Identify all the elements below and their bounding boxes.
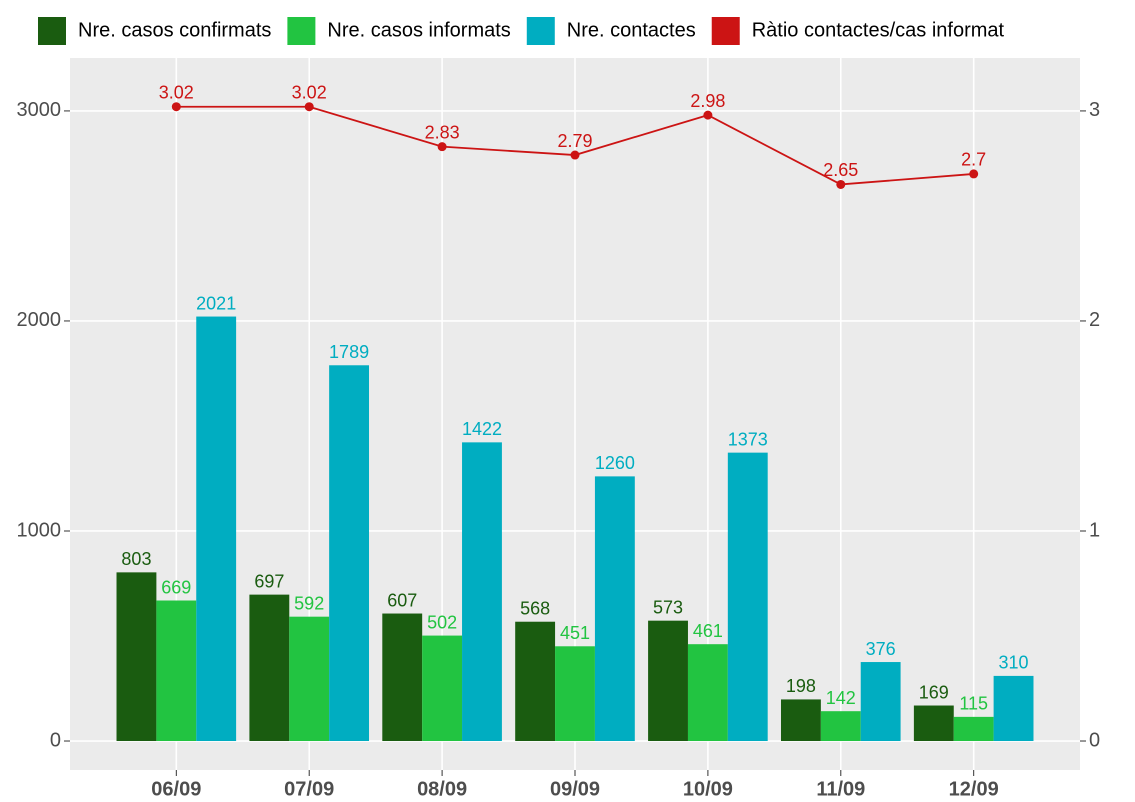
bar bbox=[860, 662, 901, 742]
bar bbox=[555, 646, 595, 742]
bar bbox=[515, 621, 556, 742]
point-label: 2.65 bbox=[823, 160, 858, 180]
bar bbox=[116, 572, 157, 742]
bar bbox=[156, 600, 197, 742]
bar-label: 310 bbox=[999, 653, 1029, 673]
bar-label: 592 bbox=[294, 593, 324, 613]
bar bbox=[462, 442, 502, 742]
legend-swatch bbox=[38, 17, 66, 45]
point bbox=[703, 110, 713, 120]
point bbox=[171, 102, 181, 112]
point-label: 2.7 bbox=[961, 150, 986, 170]
point bbox=[969, 169, 979, 179]
x-tick-label: 12/09 bbox=[949, 778, 999, 800]
x-tick-label: 06/09 bbox=[151, 778, 201, 800]
bar-label: 451 bbox=[560, 623, 590, 643]
legend-label: Nre. casos confirmats bbox=[78, 19, 271, 41]
y2-tick-label: 2 bbox=[1089, 309, 1100, 331]
bar bbox=[289, 616, 330, 742]
legend-label: Nre. contactes bbox=[567, 19, 696, 41]
bar bbox=[780, 699, 821, 742]
bar bbox=[727, 452, 768, 742]
bar-label: 115 bbox=[959, 694, 988, 714]
bar bbox=[196, 316, 237, 742]
point bbox=[836, 179, 846, 189]
bar-label: 376 bbox=[866, 639, 896, 659]
point-label: 2.98 bbox=[690, 91, 725, 111]
x-tick-label: 07/09 bbox=[284, 778, 334, 800]
legend-label: Ràtio contactes/cas informat bbox=[752, 19, 1005, 41]
bar-label: 573 bbox=[653, 597, 683, 617]
bar bbox=[422, 635, 463, 742]
bar-label: 461 bbox=[693, 621, 723, 641]
y2-tick-label: 1 bbox=[1089, 519, 1100, 541]
point bbox=[437, 142, 447, 152]
point-label: 2.79 bbox=[557, 131, 592, 151]
bar-label: 669 bbox=[161, 577, 191, 597]
bar bbox=[993, 675, 1034, 742]
bar bbox=[648, 620, 688, 742]
bar-label: 1260 bbox=[595, 453, 635, 473]
bar-label: 697 bbox=[254, 571, 284, 591]
bar bbox=[913, 705, 954, 742]
bar-label: 2021 bbox=[196, 293, 236, 313]
bar bbox=[953, 716, 994, 742]
bar-label: 1373 bbox=[728, 429, 768, 449]
point-label: 3.02 bbox=[292, 82, 327, 102]
legend-swatch bbox=[526, 17, 555, 45]
y2-tick-label: 0 bbox=[1089, 729, 1100, 751]
bar-label: 502 bbox=[427, 612, 457, 632]
x-tick-label: 10/09 bbox=[683, 778, 733, 800]
bar-label: 169 bbox=[919, 682, 949, 702]
bar bbox=[329, 365, 370, 742]
bar bbox=[382, 613, 423, 742]
y-tick-label: 3000 bbox=[17, 99, 62, 121]
y-tick-label: 2000 bbox=[17, 309, 62, 331]
x-tick-label: 11/09 bbox=[816, 778, 865, 800]
point-label: 3.02 bbox=[159, 82, 194, 102]
point bbox=[570, 150, 580, 160]
point-label: 2.83 bbox=[425, 122, 460, 142]
x-tick-label: 09/09 bbox=[550, 778, 600, 800]
y2-tick-label: 3 bbox=[1089, 99, 1100, 121]
point bbox=[304, 102, 314, 112]
bar-label: 568 bbox=[520, 598, 550, 618]
legend-swatch bbox=[711, 17, 740, 45]
bar bbox=[687, 644, 728, 742]
y-tick-label: 0 bbox=[50, 729, 61, 751]
legend-swatch bbox=[287, 17, 316, 45]
bar-label: 1422 bbox=[462, 419, 502, 439]
bar-label: 198 bbox=[786, 676, 816, 696]
bar bbox=[594, 476, 635, 742]
bar-label: 142 bbox=[826, 688, 856, 708]
bar bbox=[820, 711, 861, 742]
legend-label: Nre. casos informats bbox=[327, 19, 510, 41]
bar-label: 607 bbox=[387, 590, 417, 610]
bar bbox=[249, 594, 290, 742]
bar-label: 1789 bbox=[329, 342, 369, 362]
x-tick-label: 08/09 bbox=[417, 778, 467, 800]
bar-label: 803 bbox=[121, 549, 151, 569]
y-tick-label: 1000 bbox=[17, 519, 62, 541]
